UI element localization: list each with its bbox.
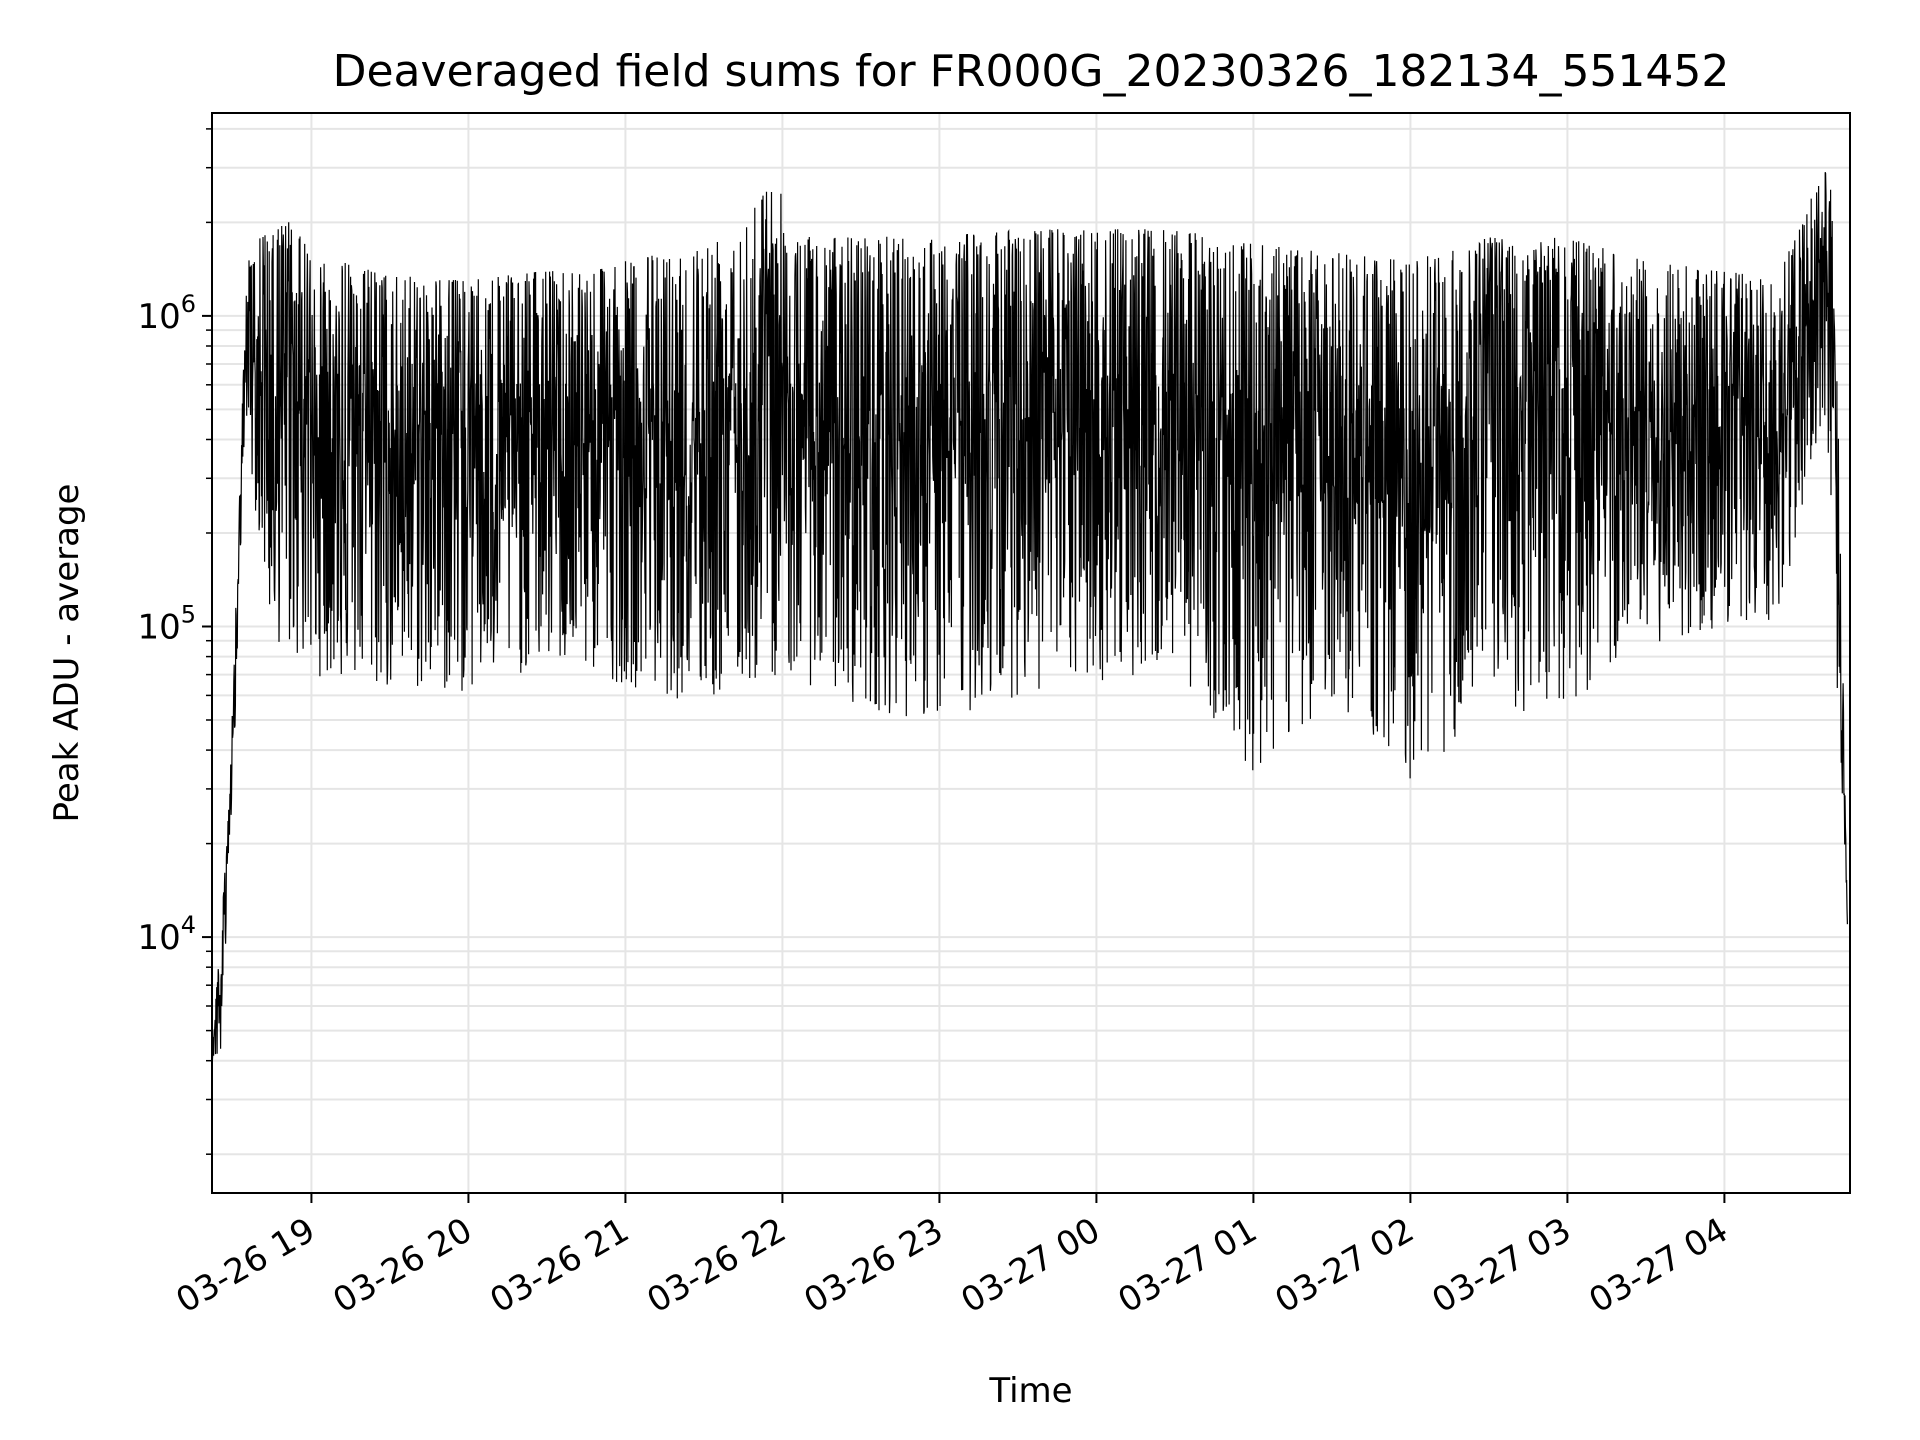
y-tick-exponent: 5 xyxy=(181,600,196,628)
y-axis-label: Peak ADU - average xyxy=(47,484,87,823)
data-series xyxy=(211,171,1848,1061)
plot-frame xyxy=(211,112,1851,1194)
y-tick-base: 10 xyxy=(137,607,180,647)
y-tick-base: 10 xyxy=(137,918,180,958)
chart-title: Deaveraged field sums for FR000G_2023032… xyxy=(333,46,1730,97)
y-tick-label: 105 xyxy=(137,600,196,647)
y-tick-label: 106 xyxy=(137,290,196,337)
y-tick-exponent: 6 xyxy=(181,290,196,318)
series-line xyxy=(211,171,1848,1061)
y-tick-exponent: 4 xyxy=(181,911,196,939)
y-tick-base: 10 xyxy=(137,297,180,337)
x-axis-label: Time xyxy=(988,1371,1072,1411)
y-tick-label: 104 xyxy=(137,911,196,958)
